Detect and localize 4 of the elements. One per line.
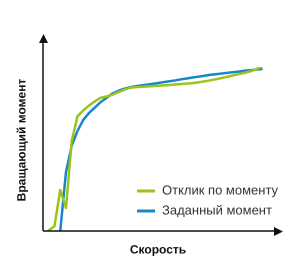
- x-axis-title: Скорость: [130, 242, 186, 256]
- legend-label: Заданный момент: [162, 202, 272, 218]
- legend-label: Отклик по моменту: [162, 182, 279, 198]
- y-axis-title: Вращающий момент: [14, 78, 28, 202]
